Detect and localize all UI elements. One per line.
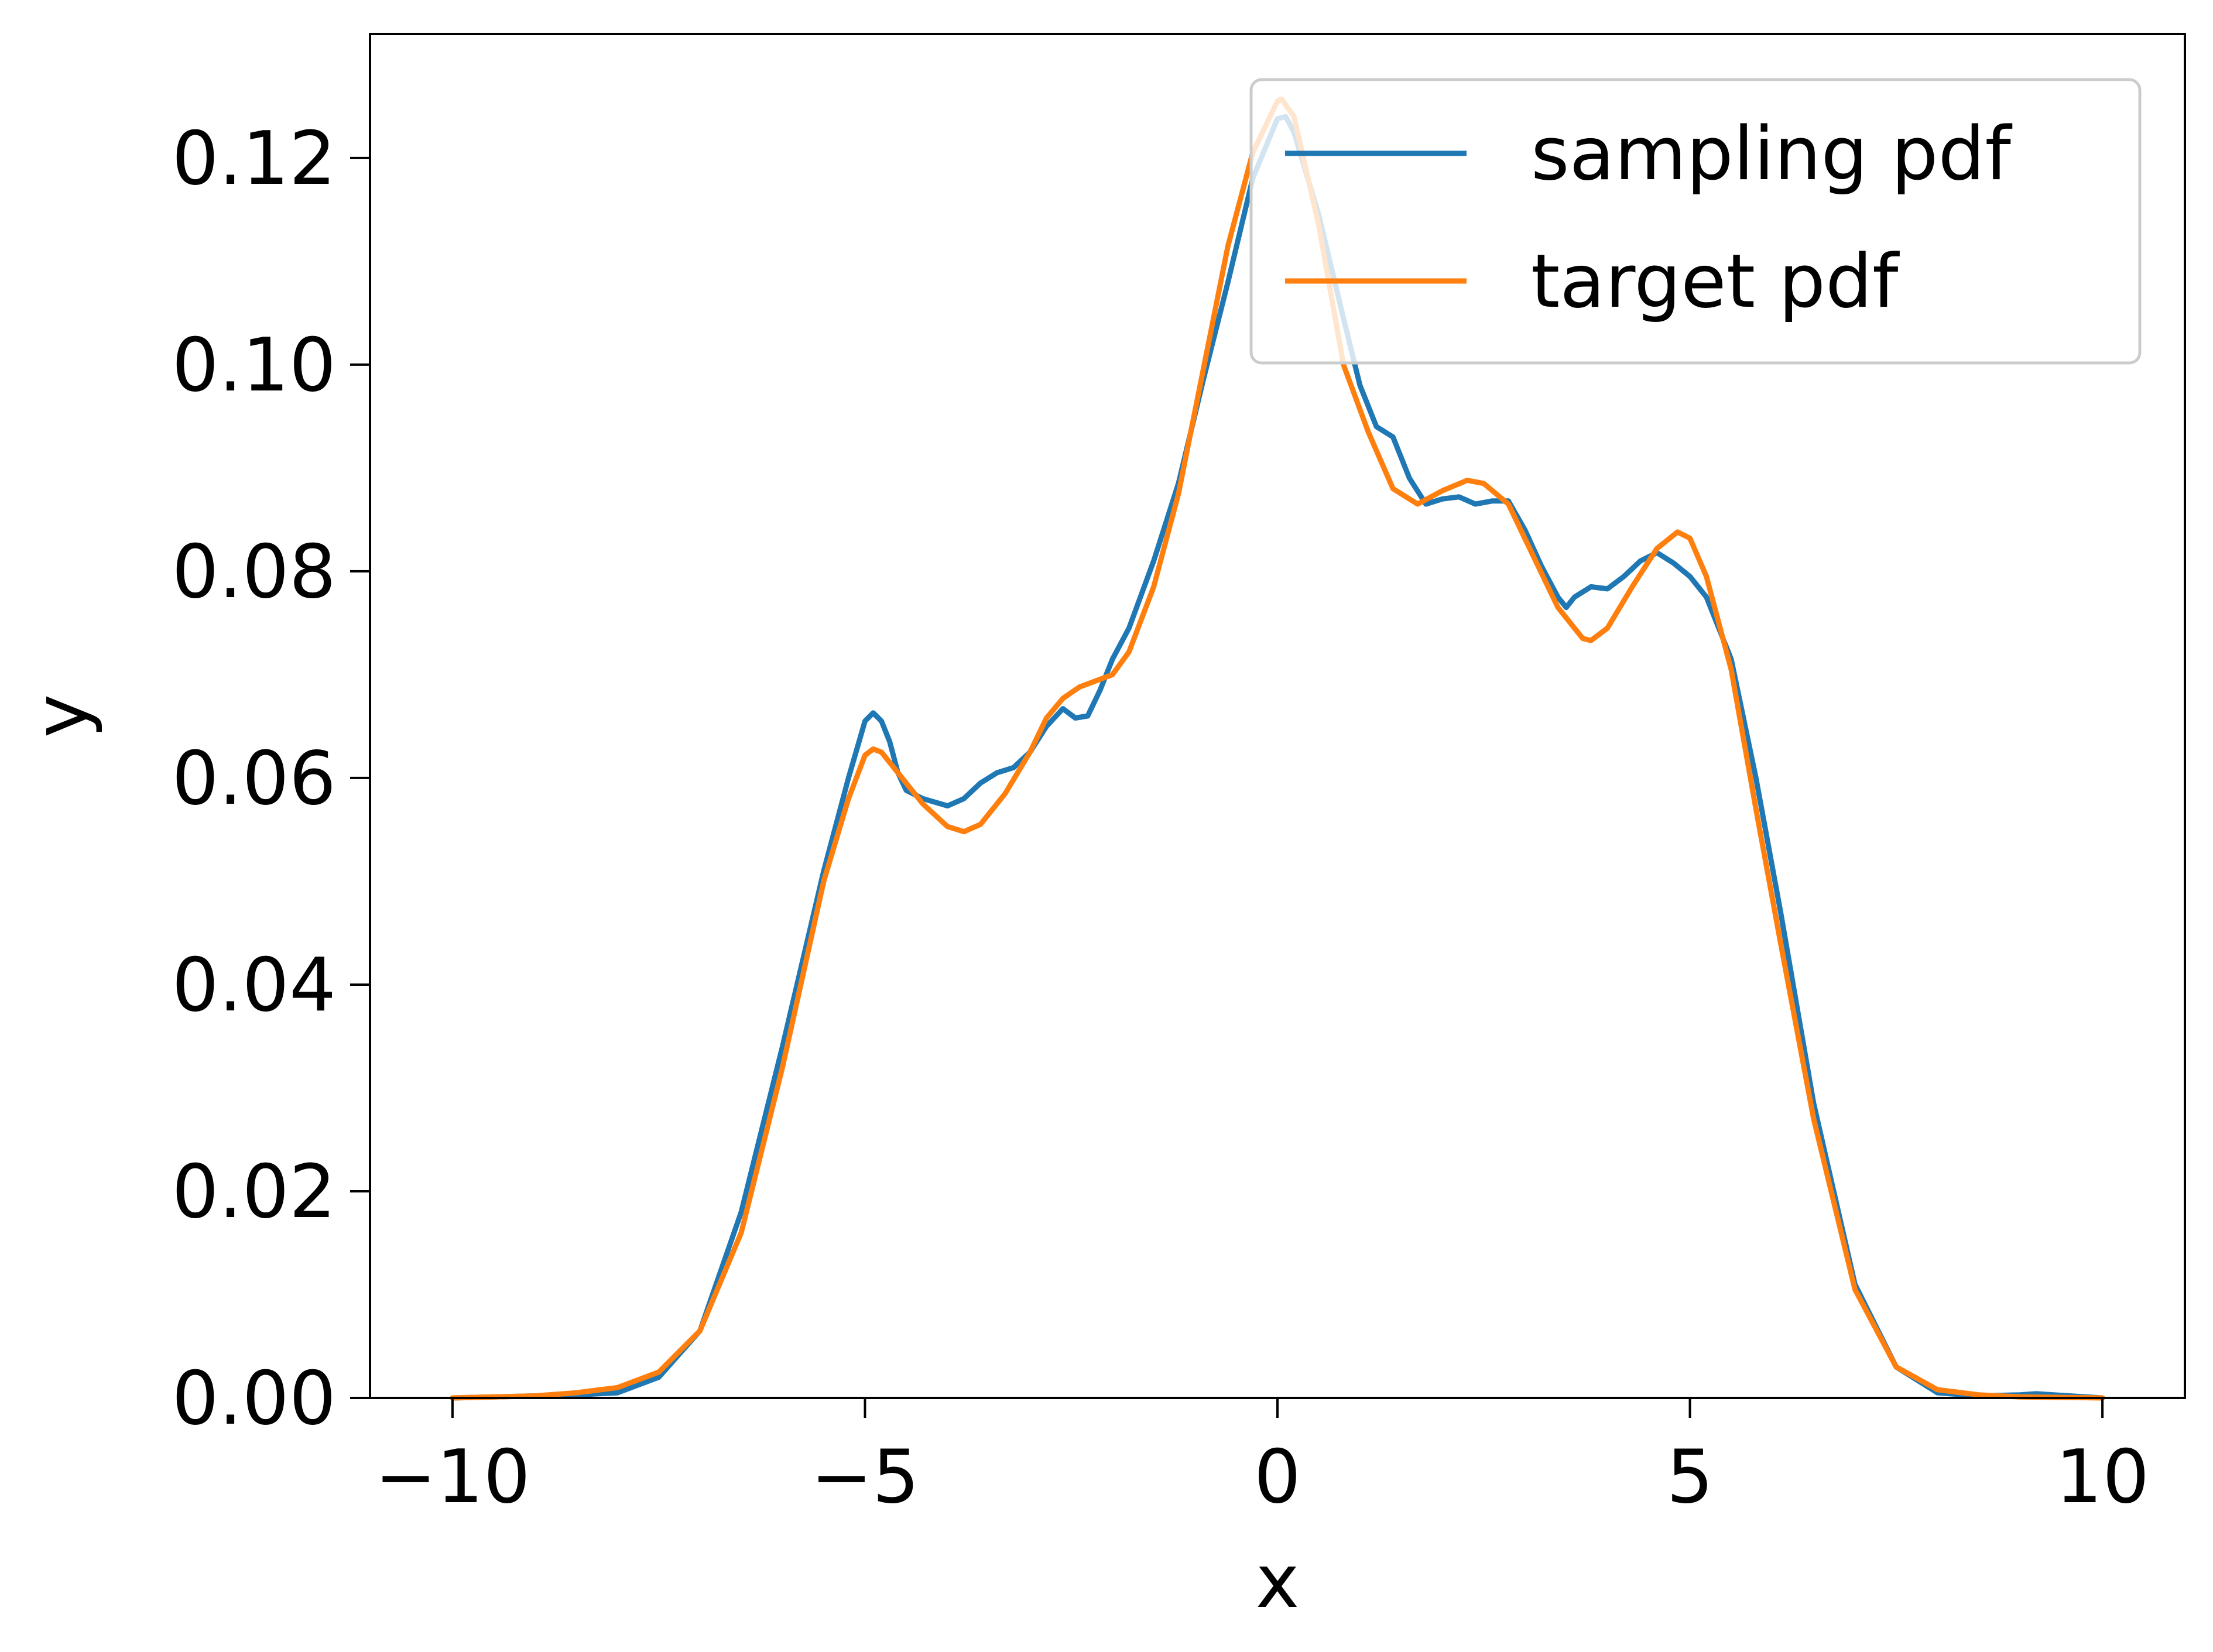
y-tick-label: 0.00 [172,1355,336,1441]
legend-label-sampling-pdf: sampling pdf [1531,111,2012,197]
x-axis: −10 −5 0 5 10 [375,1398,2149,1520]
x-tick-label: −5 [811,1434,920,1520]
legend: sampling pdf target pdf [1249,78,2142,365]
y-tick-label: 0.04 [172,942,336,1028]
y-tick-label: 0.08 [172,529,336,615]
x-tick-label: 5 [1666,1434,1713,1520]
legend-frame [1249,78,2142,365]
x-tick-label: −10 [375,1434,530,1520]
y-axis: 0.00 0.02 0.04 0.06 0.08 0.10 0.12 [172,115,370,1441]
y-tick-label: 0.06 [172,735,336,821]
legend-label-target-pdf: target pdf [1531,238,1900,324]
x-tick-label: 0 [1254,1434,1301,1520]
y-axis-title: y [18,694,104,738]
y-tick-label: 0.10 [172,322,336,408]
x-axis-title: x [1256,1538,1300,1624]
x-tick-label: 10 [2056,1434,2149,1520]
y-tick-label: 0.02 [172,1149,336,1235]
y-tick-label: 0.12 [172,115,336,201]
